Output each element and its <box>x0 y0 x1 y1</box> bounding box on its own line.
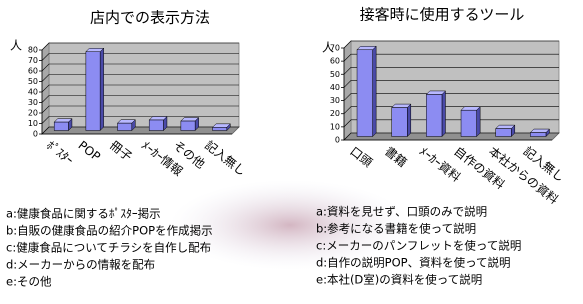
x-tick-label: 冊子 <box>107 138 135 164</box>
chart-title: 店内での表示方法 <box>90 9 210 27</box>
y-tick-label: 50 <box>330 70 340 79</box>
bar <box>118 123 132 130</box>
bar-side <box>373 46 377 136</box>
y-tick-label: 40 <box>330 83 340 92</box>
bar-side <box>407 104 411 136</box>
bar-top <box>54 119 72 123</box>
y-tick-label: 80 <box>28 46 38 55</box>
x-tick-label: 口頭 <box>347 144 375 170</box>
y-tick-label: 30 <box>28 98 38 107</box>
bar-top <box>149 117 167 121</box>
option-item: a:健康食品に関するﾎﾟｽﾀｰ掲示 <box>6 207 161 221</box>
bar-top <box>392 104 411 108</box>
y-tick-label: 30 <box>330 96 340 105</box>
bar <box>461 110 477 136</box>
y-tick-label: 10 <box>28 119 38 128</box>
y-tick-label: 0 <box>335 136 340 145</box>
bar-top <box>213 124 231 128</box>
bar-side <box>100 48 104 130</box>
back-wall <box>351 41 559 133</box>
bar <box>426 94 442 136</box>
x-tick-label: 書籍 <box>382 143 410 170</box>
bar-top <box>181 118 199 122</box>
bar <box>530 133 546 137</box>
bar-top <box>357 46 376 50</box>
bar <box>357 50 373 137</box>
bar <box>496 129 512 137</box>
bar <box>86 52 100 131</box>
y-tick-label: 20 <box>330 109 340 118</box>
option-item: e:本社(D室)の資料を使って説明 <box>316 273 482 287</box>
bar <box>149 120 163 131</box>
bar-top <box>86 48 104 52</box>
y-tick-label: 60 <box>28 67 38 76</box>
x-tick-label: POP <box>75 138 102 164</box>
option-item: b:参考になる書籍を使って説明 <box>316 222 476 236</box>
bar-side <box>477 107 481 137</box>
bar-side <box>442 91 446 137</box>
y-tick-label: 0 <box>33 130 38 139</box>
page: 店内での表示方法人01020304050607080ﾎﾟｽﾀｰPOP冊子ﾒｰｶｰ… <box>0 0 583 300</box>
option-item: c:メーカーのパンフレットを使って説明 <box>316 239 521 253</box>
x-tick-label: ﾎﾟｽﾀｰ <box>44 138 76 168</box>
option-item: d:メーカーからの情報を配布 <box>6 258 155 272</box>
option-item: a:資料を見せず、口頭のみで説明 <box>316 205 487 219</box>
option-item: e:その他 <box>6 275 52 289</box>
bar-top <box>118 120 136 124</box>
floor <box>42 127 239 134</box>
option-item: c:健康食品についてチラシを自作し配布 <box>6 241 211 255</box>
option-item: b:自販の健康食品の紹介POPを作成掲示 <box>6 224 213 238</box>
bar-top <box>461 107 480 111</box>
option-item: d:自作の説明POP、資料を使って説明 <box>316 256 511 270</box>
bar-top <box>496 125 515 129</box>
bar-top <box>530 129 549 133</box>
y-axis-label: 人 <box>10 39 22 53</box>
bar <box>54 122 68 130</box>
y-tick-label: 40 <box>28 88 38 97</box>
bar <box>181 121 195 130</box>
y-tick-label: 50 <box>28 77 38 86</box>
y-tick-label: 10 <box>330 122 340 131</box>
y-tick-label: 60 <box>330 57 340 66</box>
bar <box>213 127 227 130</box>
y-tick-label: 70 <box>330 44 340 53</box>
floor <box>344 133 559 140</box>
y-tick-label: 20 <box>28 109 38 118</box>
side-wall <box>344 41 351 140</box>
bar-top <box>426 91 445 95</box>
chart-title: 接客時に使用するツール <box>360 6 525 24</box>
x-tick-label: 記入無し <box>202 137 249 178</box>
y-tick-label: 70 <box>28 56 38 65</box>
bar <box>392 108 408 137</box>
